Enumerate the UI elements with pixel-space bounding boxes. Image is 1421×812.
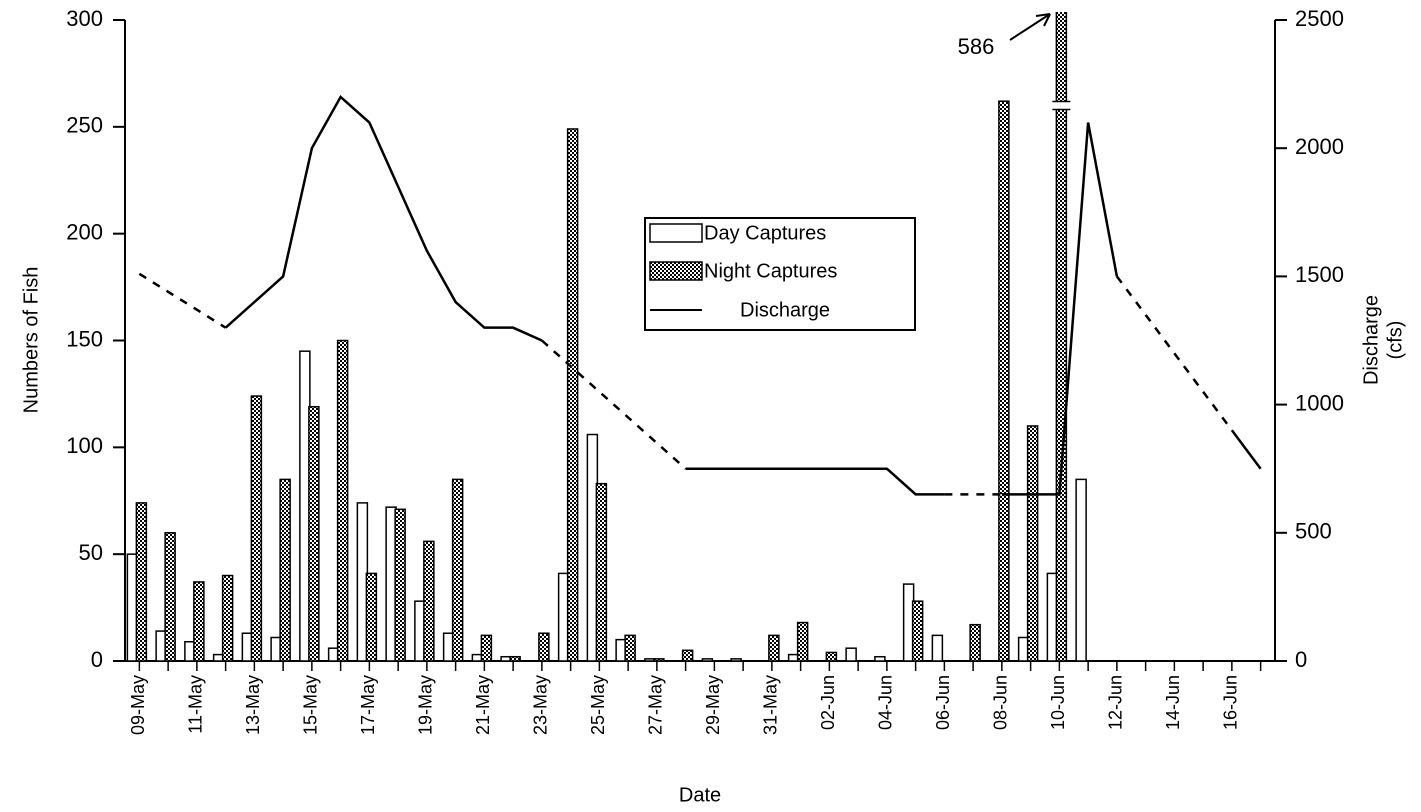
bar xyxy=(845,647,857,662)
x-tick-label: 19-May xyxy=(416,675,436,735)
bar xyxy=(164,532,176,662)
bar xyxy=(825,651,838,662)
bar xyxy=(701,658,714,662)
x-tick-label: 10-Jun xyxy=(1048,675,1068,730)
legend-label: Night Captures xyxy=(704,260,837,282)
legend-swatch xyxy=(649,223,703,243)
bar xyxy=(653,658,665,662)
discharge-line xyxy=(541,339,687,470)
bar xyxy=(394,508,406,662)
y-tick-label: 100 xyxy=(66,433,103,458)
x-tick-label: 12-Jun xyxy=(1106,675,1126,730)
bar xyxy=(193,581,205,662)
bar xyxy=(1055,12,1068,662)
x-tick-label: 23-May xyxy=(531,675,551,735)
y2-axis-label: (cfs) xyxy=(1384,321,1406,360)
legend-label: Day Captures xyxy=(704,222,826,244)
x-tick-label: 16-Jun xyxy=(1221,675,1241,730)
bar xyxy=(538,632,550,662)
bar xyxy=(221,574,234,662)
bar xyxy=(768,634,780,662)
bar xyxy=(796,621,809,662)
bar xyxy=(308,405,320,662)
y2-tick-label: 2000 xyxy=(1295,134,1344,159)
x-axis-label: Date xyxy=(679,784,721,806)
y-axis-label: Numbers of Fish xyxy=(20,267,42,414)
y2-axis-label: Discharge xyxy=(1360,295,1382,385)
y2-tick-label: 1000 xyxy=(1295,390,1344,415)
bar xyxy=(969,623,981,662)
bar xyxy=(730,658,742,662)
legend-label: Discharge xyxy=(740,299,830,321)
discharge-line xyxy=(1230,429,1262,470)
x-tick-label: 13-May xyxy=(243,675,263,735)
x-tick-label: 17-May xyxy=(358,675,378,735)
bar xyxy=(451,478,464,662)
bar xyxy=(931,634,944,662)
y2-tick-label: 1500 xyxy=(1295,262,1344,287)
y-tick-label: 250 xyxy=(66,113,103,138)
y-tick-label: 50 xyxy=(79,540,103,565)
bar xyxy=(480,634,493,662)
y-tick-label: 0 xyxy=(91,647,103,672)
y-tick-label: 300 xyxy=(66,6,103,31)
discharge-line xyxy=(685,467,945,496)
legend: Day Captures Night Captures Discharge xyxy=(644,217,916,331)
axis-break xyxy=(1052,101,1071,110)
bar xyxy=(423,540,435,662)
bar xyxy=(624,634,636,662)
x-tick-label: 09-May xyxy=(128,675,148,735)
bar xyxy=(911,600,924,662)
y2-tick-label: 2500 xyxy=(1295,6,1344,31)
y-tick-label: 150 xyxy=(66,326,103,351)
discharge-line xyxy=(138,272,227,329)
x-tick-label: 04-Jun xyxy=(876,675,896,730)
legend-swatch xyxy=(649,261,703,281)
x-tick-label: 08-Jun xyxy=(991,675,1011,730)
bar xyxy=(1075,478,1087,662)
bar xyxy=(135,502,148,662)
plot-area xyxy=(126,12,1262,662)
x-tick-label: 02-Jun xyxy=(818,675,838,730)
bar xyxy=(509,655,521,662)
x-tick-label: 21-May xyxy=(473,675,493,735)
y2-tick-label: 500 xyxy=(1295,519,1332,544)
bar xyxy=(365,572,378,662)
x-tick-label: 27-May xyxy=(646,675,666,735)
bar xyxy=(595,482,608,662)
annotation-arrow xyxy=(1009,13,1051,41)
bar xyxy=(250,395,263,662)
x-tick-label: 11-May xyxy=(186,675,206,734)
bar xyxy=(279,478,291,662)
discharge-line xyxy=(1115,275,1233,431)
y2-tick-label: 0 xyxy=(1295,647,1307,672)
x-tick-label: 14-Jun xyxy=(1163,675,1183,730)
annotation-arrow xyxy=(1035,13,1051,27)
y-tick-label: 200 xyxy=(66,219,103,244)
x-tick-label: 31-May xyxy=(761,675,781,735)
discharge-line xyxy=(224,94,543,342)
x-tick-label: 25-May xyxy=(588,675,608,735)
bar xyxy=(681,649,694,662)
annotation: 586 xyxy=(958,34,995,59)
bar xyxy=(874,655,886,662)
bar xyxy=(1026,425,1039,662)
bar xyxy=(998,100,1010,662)
x-tick-label: 06-Jun xyxy=(933,675,953,730)
bar xyxy=(566,128,579,662)
x-tick-label: 15-May xyxy=(301,675,321,735)
discharge-line xyxy=(1001,122,1119,496)
bar xyxy=(336,339,349,662)
x-tick-label: 29-May xyxy=(703,675,723,735)
